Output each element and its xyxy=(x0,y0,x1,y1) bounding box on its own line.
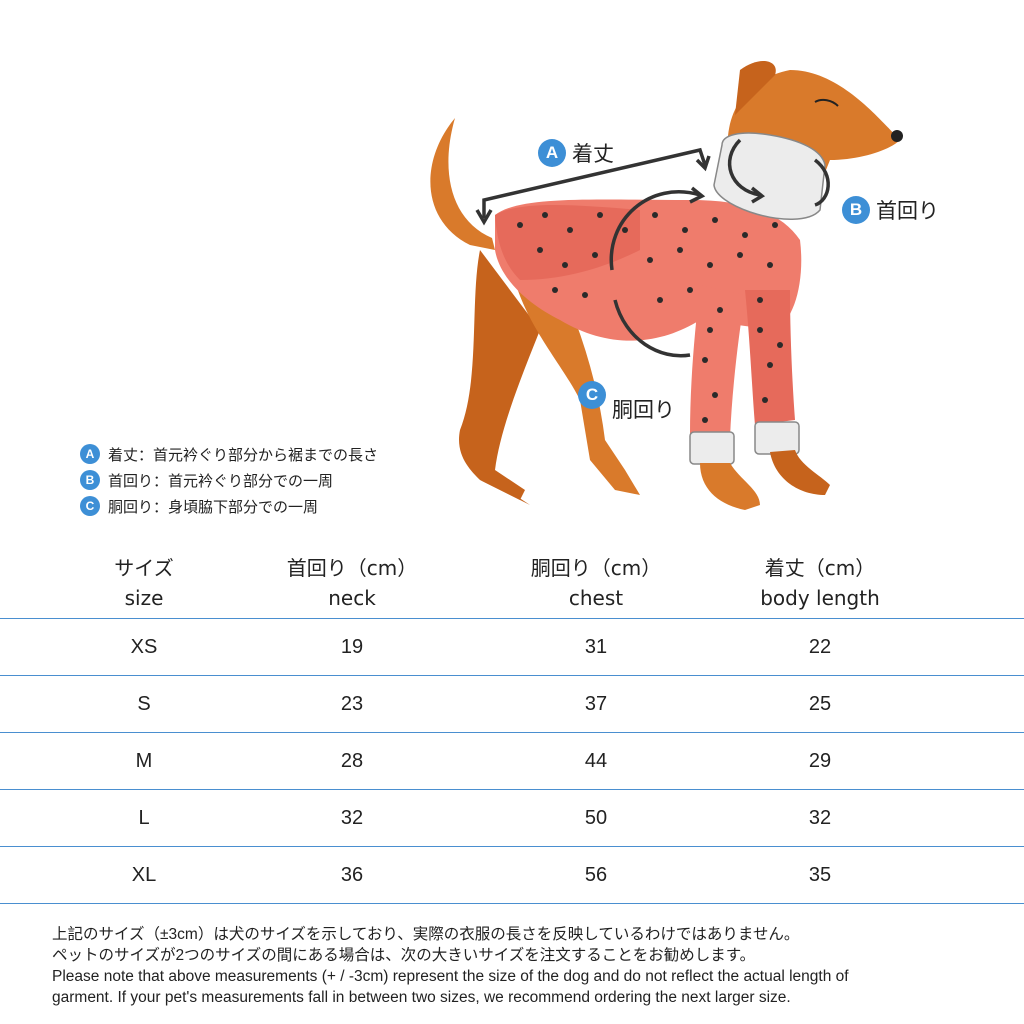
cell-chest: 37 xyxy=(584,692,608,715)
cell-neck: 28 xyxy=(340,749,364,772)
callout-a-label: 着丈 xyxy=(572,142,614,166)
measurement-legend: A 着丈：首元衿ぐり部分から裾までの長さ B 首回り：首元衿ぐり部分での一周 C… xyxy=(80,441,378,519)
cell-size: M xyxy=(135,749,153,772)
header-size: サイズ size xyxy=(84,548,204,618)
table-row: M 28 44 29 xyxy=(0,733,1024,790)
cell-chest: 31 xyxy=(584,635,608,658)
legend-badge-a: A xyxy=(80,444,100,464)
cell-length: 35 xyxy=(808,863,832,886)
legend-badge-b: B xyxy=(80,470,100,490)
cell-neck: 36 xyxy=(340,863,364,886)
table-body: XS 19 31 22 S 23 37 25 M 28 44 29 L 32 50 32 XL 36 56 35 xyxy=(0,619,1024,904)
header-neck-en: neck xyxy=(328,586,376,610)
badge-c: C xyxy=(578,381,606,409)
cell-chest: 44 xyxy=(584,749,608,772)
callout-a: A 着丈 xyxy=(538,138,614,168)
cell-chest: 50 xyxy=(584,806,608,829)
cell-length: 29 xyxy=(808,749,832,772)
callout-c: C 胴回り xyxy=(578,366,675,424)
cell-length: 32 xyxy=(808,806,832,829)
cell-size: XS xyxy=(130,635,158,658)
callout-c-label: 胴回り xyxy=(612,398,675,422)
legend-badge-c: C xyxy=(80,496,100,516)
header-neck: 首回り（cm） neck xyxy=(262,548,442,618)
table-row: XS 19 31 22 xyxy=(0,619,1024,676)
header-chest: 胴回り（cm） chest xyxy=(506,548,686,618)
legend-item-b: B 首回り：首元衿ぐり部分での一周 xyxy=(80,467,378,493)
length-arrow-icon xyxy=(475,147,711,226)
table-row: S 23 37 25 xyxy=(0,676,1024,733)
cell-size: S xyxy=(137,692,151,715)
size-table: サイズ size 首回り（cm） neck 胴回り（cm） chest 着丈（c… xyxy=(0,548,1024,904)
header-neck-jp: 首回り（cm） xyxy=(286,556,418,580)
header-size-en: size xyxy=(124,586,164,610)
header-chest-en: chest xyxy=(568,586,624,610)
header-body-length: 着丈（cm） body length xyxy=(730,548,910,618)
note-line-en-1: Please note that above measurements (+ /… xyxy=(52,968,849,985)
badge-b: B xyxy=(842,196,870,224)
legend-text-a: 着丈：首元衿ぐり部分から裾までの長さ xyxy=(108,445,379,464)
cell-neck: 19 xyxy=(340,635,364,658)
legend-text-c: 胴回り：身頃脇下部分での一周 xyxy=(108,497,319,516)
cell-neck: 32 xyxy=(340,806,364,829)
legend-text-b: 首回り：首元衿ぐり部分での一周 xyxy=(108,471,334,490)
cell-chest: 56 xyxy=(584,863,608,886)
legend-item-c: C 胴回り：身頃脇下部分での一周 xyxy=(80,493,378,519)
note-line-jp-2: ペットのサイズが2つのサイズの間にある場合は、次の大きいサイズを注文することをお… xyxy=(52,947,756,964)
callout-b-label: 首回り xyxy=(876,199,939,223)
header-length-jp: 着丈（cm） xyxy=(764,556,876,580)
size-notes: 上記のサイズ（±3cm）は犬のサイズを示しており、実際の衣服の長さを反映している… xyxy=(52,924,1012,1008)
cell-size: L xyxy=(138,806,150,829)
header-length-en: body length xyxy=(760,586,880,610)
cell-length: 22 xyxy=(808,635,832,658)
table-row: XL 36 56 35 xyxy=(0,847,1024,904)
dog-sweater-illustration xyxy=(430,60,903,510)
badge-a: A xyxy=(538,139,566,167)
table-header-row: サイズ size 首回り（cm） neck 胴回り（cm） chest 着丈（c… xyxy=(0,548,1024,619)
cell-neck: 23 xyxy=(340,692,364,715)
cell-length: 25 xyxy=(808,692,832,715)
header-size-jp: サイズ xyxy=(114,556,174,580)
callout-b: B 首回り xyxy=(842,195,939,225)
cell-size: XL xyxy=(131,863,157,886)
table-row: L 32 50 32 xyxy=(0,790,1024,847)
note-line-jp-1: 上記のサイズ（±3cm）は犬のサイズを示しており、実際の衣服の長さを反映している… xyxy=(52,926,800,943)
neck-circle-arrow-icon xyxy=(728,138,830,207)
legend-item-a: A 着丈：首元衿ぐり部分から裾までの長さ xyxy=(80,441,378,467)
note-line-en-2: garment. If your pet's measurements fall… xyxy=(52,989,791,1006)
header-chest-jp: 胴回り（cm） xyxy=(530,556,662,580)
chest-circle-arrow-icon xyxy=(609,186,706,358)
